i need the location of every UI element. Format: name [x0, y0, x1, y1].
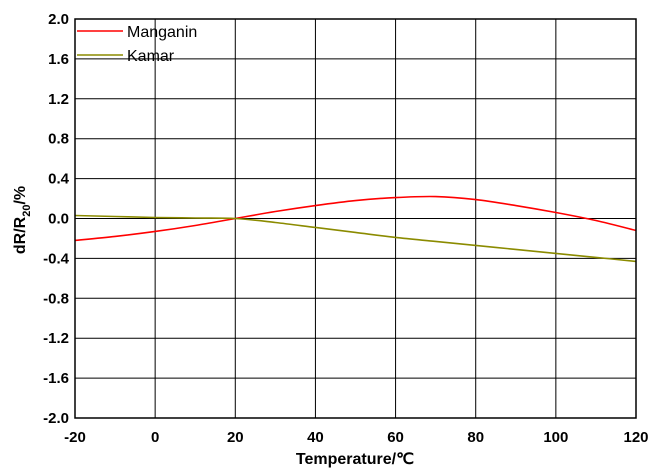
- y-tick-label: 1.6: [48, 51, 69, 68]
- series-line-kamar: [74, 214, 637, 263]
- x-tick-label: 60: [387, 429, 404, 446]
- x-tick-labels: -20 0 20 40 60 80 100 120: [64, 429, 648, 446]
- x-tick-label: 20: [227, 429, 244, 446]
- x-tick-label: 80: [467, 429, 484, 446]
- y-axis-title-main: dR/R: [12, 216, 29, 254]
- x-tick-label: -20: [64, 429, 86, 446]
- y-axis-title-subscript: 20: [21, 205, 33, 217]
- y-tick-label: -2.0: [43, 410, 69, 427]
- x-tick-label: 120: [623, 429, 648, 446]
- x-tick-label: 100: [543, 429, 568, 446]
- series-line-manganin: [74, 195, 637, 242]
- y-axis-title: dR/R20/%: [12, 186, 33, 254]
- y-tick-label: 1.2: [48, 91, 69, 108]
- x-tick-label: 40: [307, 429, 324, 446]
- x-tick-label: 0: [151, 429, 159, 446]
- x-axis-title: Temperature/℃: [296, 451, 414, 468]
- y-tick-label: -0.8: [43, 290, 69, 307]
- y-axis-title-unit: /%: [12, 186, 29, 205]
- svg-text:dR/R20/%: dR/R20/%: [12, 186, 33, 254]
- y-tick-label: -1.6: [43, 370, 69, 387]
- y-tick-label: -0.4: [43, 250, 70, 267]
- legend: Manganin Kamar: [77, 24, 197, 65]
- y-tick-labels: 2.0 1.6 1.2 0.8 0.4 0.0 -0.4 -0.8 -1.2 -1.6 -2.0: [43, 11, 70, 427]
- series-layer: [74, 195, 637, 263]
- plot-frame: [74, 18, 637, 419]
- y-tick-label: 0.8: [48, 131, 69, 148]
- legend-label-kamar: Kamar: [127, 48, 175, 65]
- y-tick-label: 0.0: [48, 211, 69, 228]
- y-tick-label: -1.2: [43, 330, 69, 347]
- grid-lines: [74, 18, 637, 419]
- y-tick-label: 0.4: [48, 171, 70, 188]
- legend-label-manganin: Manganin: [127, 24, 197, 41]
- y-tick-label: 2.0: [48, 11, 69, 28]
